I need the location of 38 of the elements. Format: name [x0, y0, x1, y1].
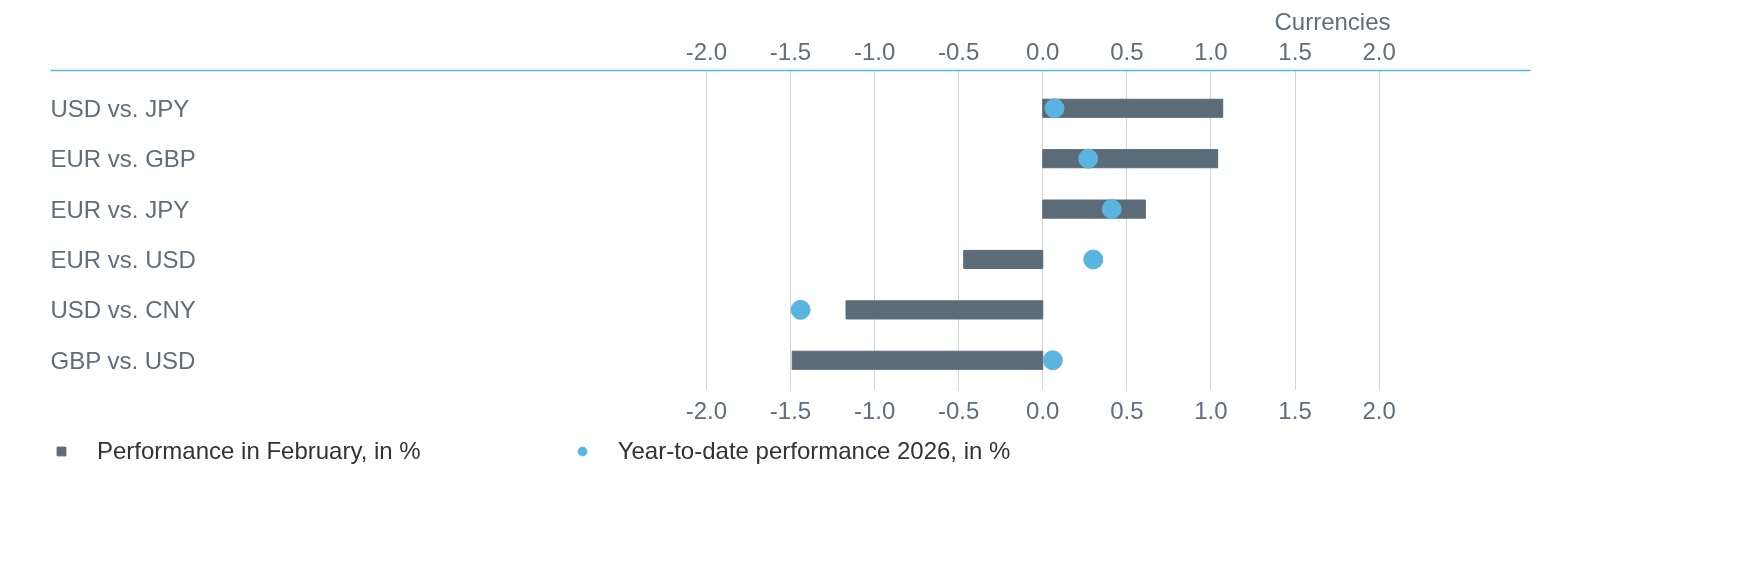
y-tick-label: USD vs. JPY [50, 94, 190, 122]
x2-tick-label: 1.5 [1278, 37, 1312, 65]
x-tick-label: -0.5 [938, 396, 980, 424]
y-tick-label: EUR vs. JPY [50, 195, 190, 223]
bar [845, 300, 1044, 320]
y-tick-label: GBP vs. USD [50, 346, 196, 374]
y-tick-label: EUR vs. USD [50, 245, 196, 273]
bar [791, 350, 1044, 370]
point [1078, 148, 1099, 169]
point [1101, 199, 1122, 220]
bar [1042, 98, 1224, 118]
point [1042, 350, 1063, 371]
bar [963, 249, 1044, 270]
legend-label: Year-to-date performance 2026, in % [617, 437, 1011, 465]
x-tick-label: 0.5 [1110, 396, 1144, 424]
x-tick-label: 1.0 [1194, 396, 1228, 424]
x2-tick-label: -1.5 [769, 37, 812, 65]
point [790, 299, 811, 320]
x-tick-label: -1.0 [853, 396, 896, 424]
legend-label: Performance in February, in % [97, 437, 421, 465]
x2-tick-label: 0.0 [1026, 37, 1060, 65]
x2-tick-label: -2.0 [685, 37, 728, 65]
x-tick-label: 0.0 [1026, 396, 1060, 424]
point [1044, 98, 1065, 119]
x-tick-label: 2.0 [1362, 396, 1396, 424]
bar [1042, 149, 1219, 169]
x-tick-label: -1.5 [769, 396, 812, 424]
x2-tick-label: -1.0 [853, 37, 896, 65]
point [1083, 249, 1104, 270]
y-tick-label: EUR vs. GBP [50, 145, 196, 173]
x-tick-label: 1.5 [1278, 396, 1312, 424]
x2-tick-label: 1.0 [1194, 37, 1228, 65]
text: Currencies [1274, 7, 1391, 35]
x2-tick-label: 2.0 [1362, 37, 1396, 65]
x2-tick-label: 0.5 [1110, 37, 1144, 65]
x-tick-label: -2.0 [685, 396, 728, 424]
x2-tick-label: -0.5 [938, 37, 980, 65]
y-tick-label: USD vs. CNY [50, 296, 196, 324]
